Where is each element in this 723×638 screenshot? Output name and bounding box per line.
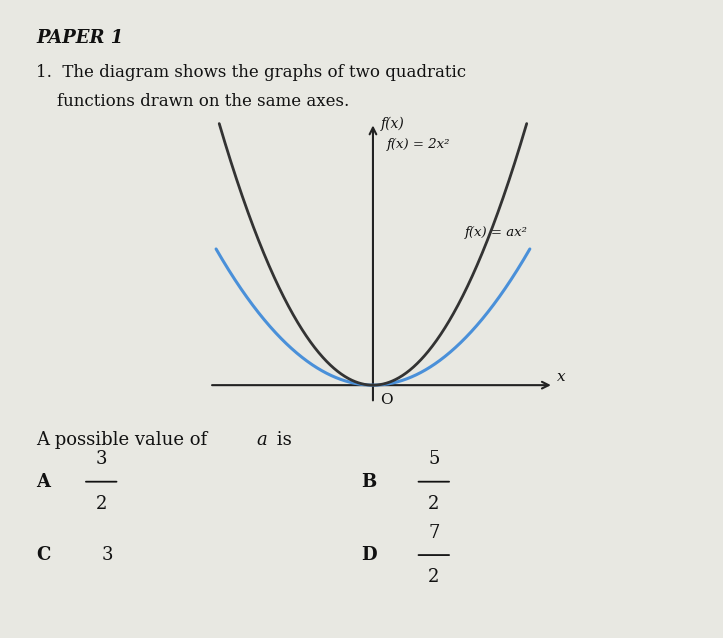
Text: is: is [271, 431, 292, 449]
Text: functions drawn on the same axes.: functions drawn on the same axes. [36, 93, 349, 110]
Text: 2: 2 [95, 495, 107, 513]
Text: a: a [257, 431, 268, 449]
Text: f(x) = 2x²: f(x) = 2x² [387, 138, 450, 151]
Text: 3: 3 [101, 546, 113, 564]
Text: x: x [557, 369, 565, 383]
Text: O: O [380, 394, 393, 408]
Text: 2: 2 [428, 495, 440, 513]
Text: 1.  The diagram shows the graphs of two quadratic: 1. The diagram shows the graphs of two q… [36, 64, 466, 81]
Text: f(x) = ax²: f(x) = ax² [465, 226, 528, 239]
Text: D: D [362, 546, 377, 564]
Text: 2: 2 [428, 568, 440, 586]
Text: A possible value of: A possible value of [36, 431, 213, 449]
Text: A: A [36, 473, 50, 491]
Text: 3: 3 [95, 450, 107, 468]
Text: f(x): f(x) [381, 116, 405, 131]
Text: C: C [36, 546, 51, 564]
Text: 7: 7 [428, 524, 440, 542]
Text: B: B [362, 473, 377, 491]
Text: 5: 5 [428, 450, 440, 468]
Text: PAPER 1: PAPER 1 [36, 29, 124, 47]
